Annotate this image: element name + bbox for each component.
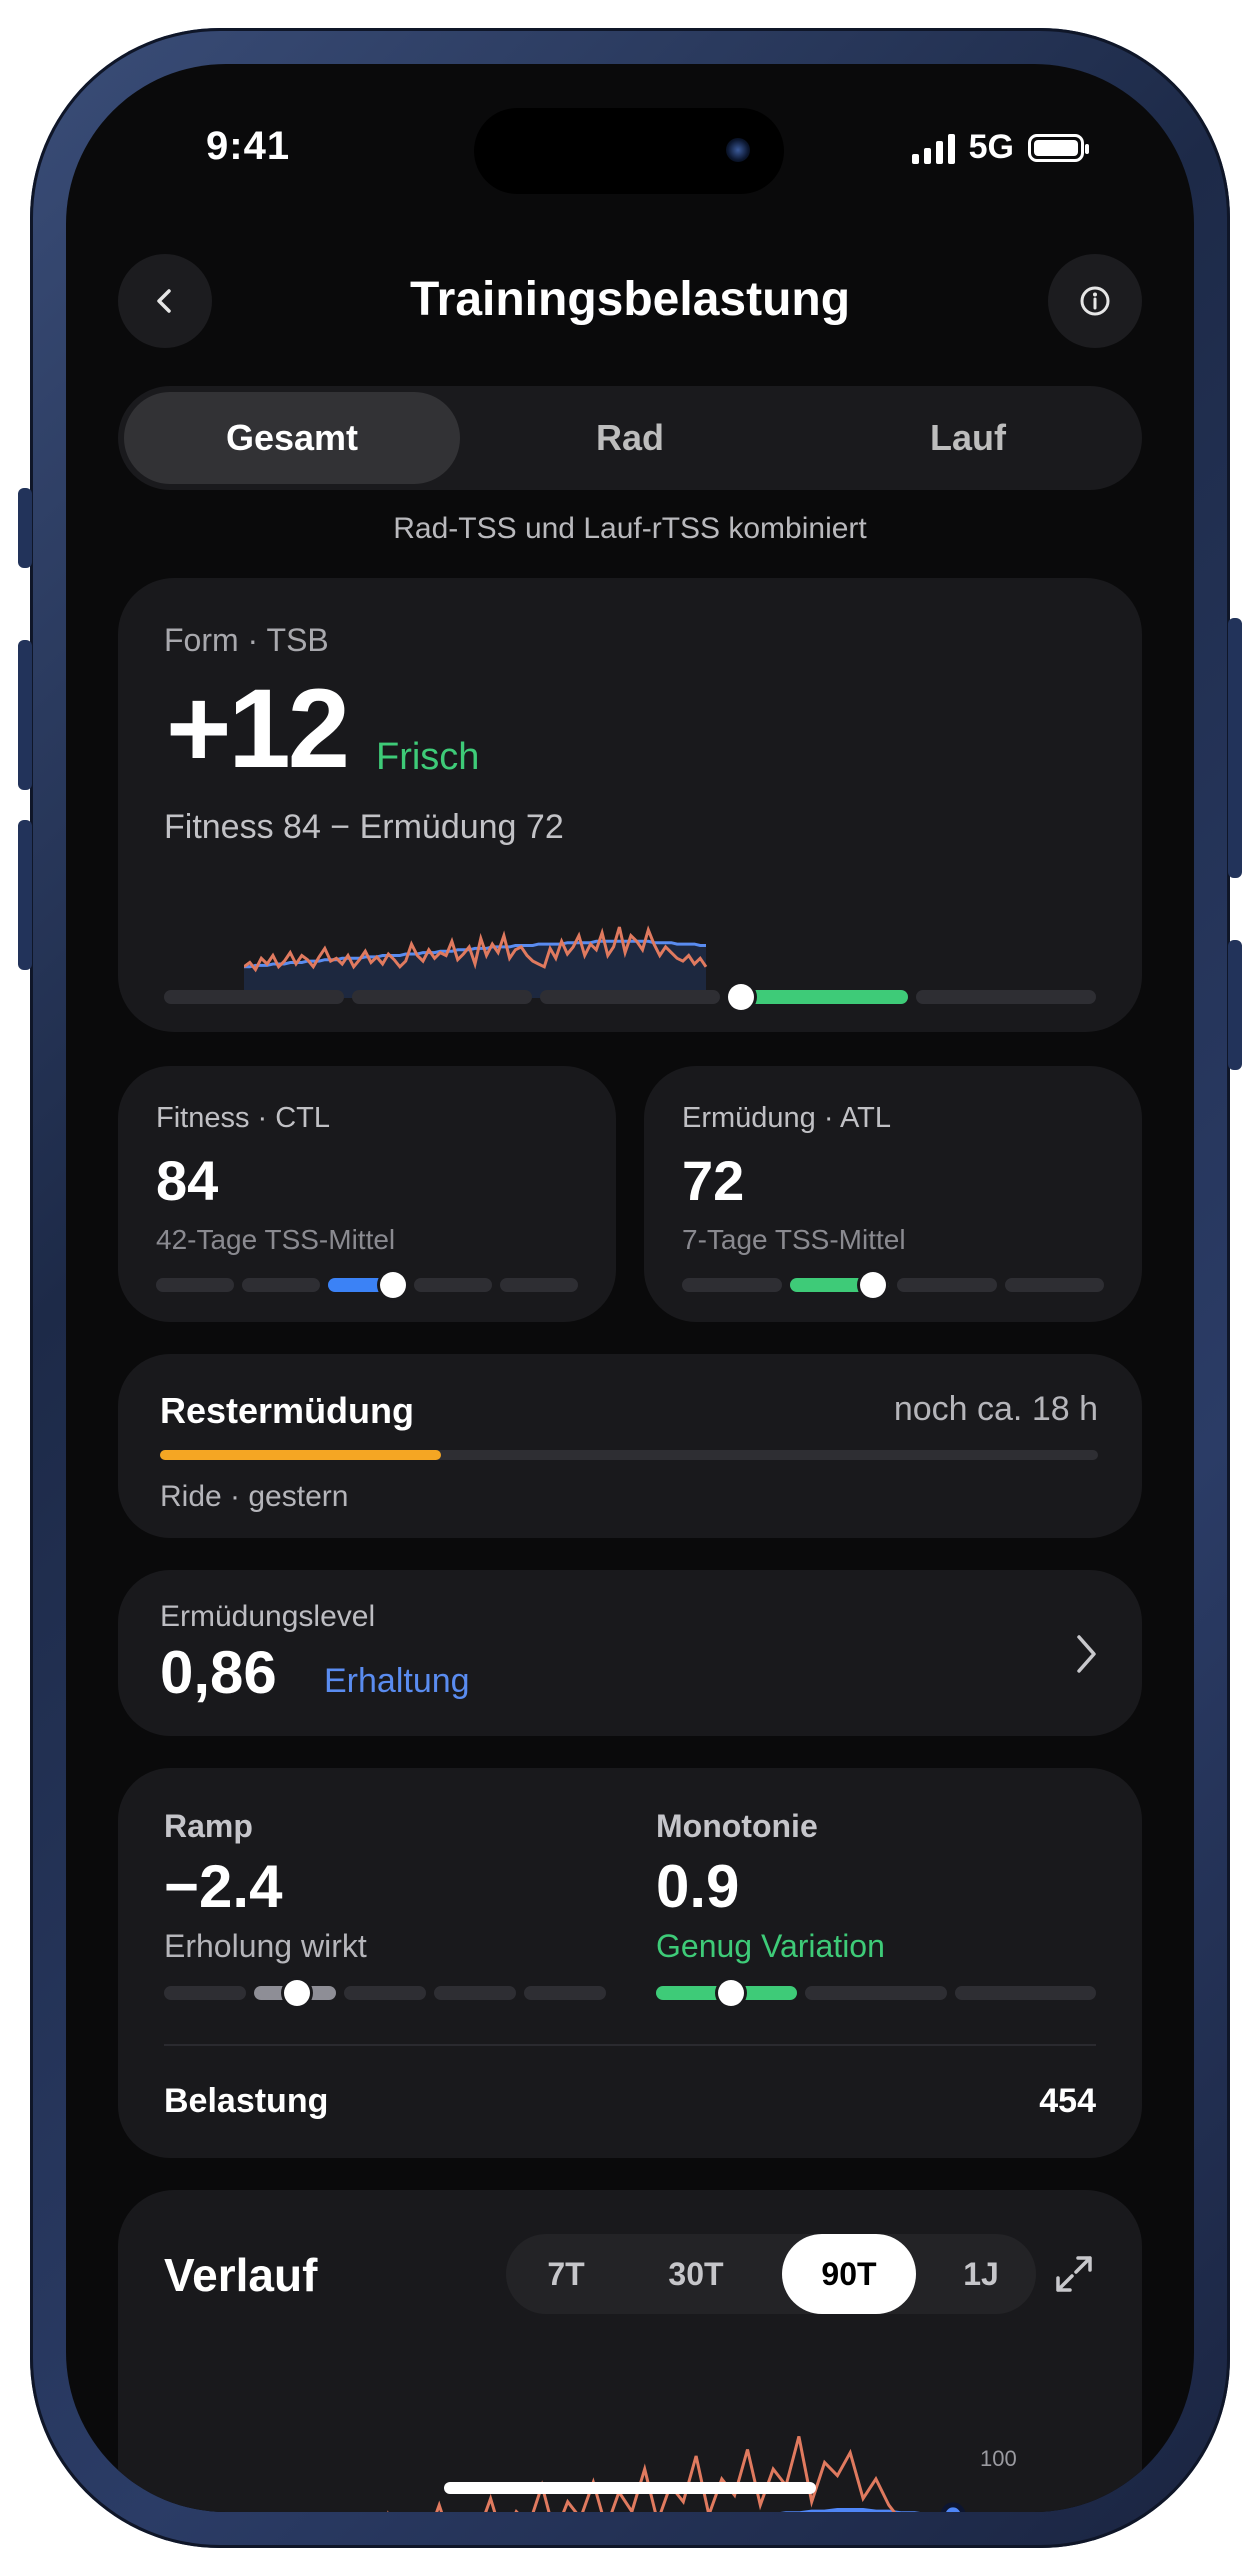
ramp-value: −2.4 xyxy=(164,1853,283,1920)
segment-lauf[interactable]: Lauf xyxy=(930,417,1006,458)
residual-progress-track xyxy=(160,1450,1098,1460)
status-time: 9:41 xyxy=(206,124,291,168)
fitness-label: Fitness · CTL xyxy=(156,1102,331,1134)
page-title: Trainingsbelastung xyxy=(409,273,851,326)
fitness-area xyxy=(244,941,706,998)
ramp-label: Ramp xyxy=(164,1808,253,1844)
segment-subtitle: Rad-TSS und Lauf-rTSS kombiniert xyxy=(393,512,867,545)
fatigue-card: Ermüdung · ATL 72 7-Tage TSS-Mittel xyxy=(644,1066,1142,1322)
camera-control-button xyxy=(1228,940,1242,1070)
monotony-value: 0.9 xyxy=(656,1853,740,1920)
home-indicator xyxy=(444,2482,816,2494)
history-title: Verlauf xyxy=(164,2249,318,2301)
chevron-left-icon xyxy=(157,289,171,313)
status-indicators: 5G xyxy=(911,128,1089,167)
form-status: Frisch xyxy=(376,736,480,778)
network-label: 5G xyxy=(968,128,1014,166)
fitness-value: 84 xyxy=(156,1149,219,1212)
info-icon xyxy=(1080,286,1110,316)
range-7t[interactable]: 7T xyxy=(547,2255,585,2292)
monotony-gauge xyxy=(656,1980,1096,2006)
fitness-sub: 42-Tage TSS-Mittel xyxy=(156,1224,396,1255)
chevron-right-icon xyxy=(1077,1635,1096,1673)
range-90t[interactable]: 90T xyxy=(782,2234,916,2314)
divider xyxy=(164,2044,1096,2046)
fitness-gauge-knob xyxy=(380,1272,406,1298)
history-card: Verlauf 7T 30T 90T 1J 100 xyxy=(118,2190,1142,2512)
monotony-status: Genug Variation xyxy=(656,1928,885,1964)
segment-rad[interactable]: Rad xyxy=(595,417,664,458)
form-value: +12 xyxy=(166,666,350,791)
range-30t[interactable]: 30T xyxy=(668,2255,724,2292)
residual-title: Restermüdung xyxy=(160,1390,415,1431)
level-value: 0,86 xyxy=(160,1639,277,1706)
monotony-gauge-knob xyxy=(718,1980,744,2006)
info-button[interactable] xyxy=(1048,254,1142,348)
fatigue-sub: 7-Tage TSS-Mittel xyxy=(682,1224,906,1255)
load-value: 454 xyxy=(1039,2082,1096,2120)
history-chart xyxy=(387,2436,966,2512)
fatigue-gauge-knob xyxy=(859,1272,886,1298)
form-gauge-knob xyxy=(728,984,754,1010)
residual-source: Ride · gestern xyxy=(160,1480,349,1513)
form-gauge xyxy=(164,984,1096,1010)
ramp-gauge xyxy=(164,1980,606,2006)
battery-icon xyxy=(1028,133,1089,162)
ramp-monotony-card: Ramp −2.4 Erholung wirkt Monotonie 0.9 G… xyxy=(118,1768,1142,2158)
history-tick-label: 100 xyxy=(980,2446,1017,2471)
fatigue-line xyxy=(244,925,708,973)
signal-icon xyxy=(911,132,955,164)
history-fitness-line xyxy=(780,2508,921,2512)
history-fatigue-line xyxy=(387,2436,897,2512)
volume-up-button xyxy=(18,640,32,790)
fitness-gauge xyxy=(156,1272,578,1298)
form-detail: Fitness 84 − Ermüdung 72 xyxy=(164,808,564,846)
power-button xyxy=(1228,618,1242,878)
ramp-gauge-knob xyxy=(284,1980,310,2006)
monotony-label: Monotonie xyxy=(656,1808,818,1844)
form-sparkline xyxy=(244,925,708,998)
level-status: Erhaltung xyxy=(324,1662,470,1700)
fatigue-value: 72 xyxy=(682,1149,745,1212)
fatigue-level-card[interactable]: Ermüdungslevel 0,86 Erhaltung xyxy=(118,1570,1142,1736)
history-current-point xyxy=(940,2502,966,2512)
fitness-card: Fitness · CTL 84 42-Tage TSS-Mittel xyxy=(118,1066,616,1322)
residual-remaining: noch ca. 18 h xyxy=(893,1390,1098,1428)
camera-icon xyxy=(726,138,750,162)
residual-fatigue-card: Restermüdung noch ca. 18 h Ride · gester… xyxy=(118,1354,1142,1538)
mute-switch xyxy=(18,488,32,568)
range-selector: 7T 30T 90T 1J xyxy=(506,2234,1036,2314)
volume-down-button xyxy=(18,820,32,970)
back-button[interactable] xyxy=(118,254,212,348)
form-label: Form · TSB xyxy=(164,622,329,658)
load-label: Belastung xyxy=(164,2082,329,2120)
sport-segmented-control: Gesamt Rad Lauf xyxy=(118,386,1142,490)
level-label: Ermüdungslevel xyxy=(160,1600,376,1633)
fatigue-gauge xyxy=(682,1272,1104,1298)
segment-gesamt[interactable]: Gesamt xyxy=(124,392,460,484)
expand-icon[interactable] xyxy=(1052,2252,1096,2296)
residual-progress-fill xyxy=(160,1450,442,1460)
form-card: Form · TSB +12 Frisch Fitness 84 − Ermüd… xyxy=(118,578,1142,1032)
fatigue-label: Ermüdung · ATL xyxy=(682,1102,892,1134)
screen: 9:41 5G Trainingsbelastung Gesamt Rad La… xyxy=(66,64,1194,2512)
range-1j[interactable]: 1J xyxy=(963,2255,999,2292)
ramp-status: Erholung wirkt xyxy=(164,1928,367,1964)
